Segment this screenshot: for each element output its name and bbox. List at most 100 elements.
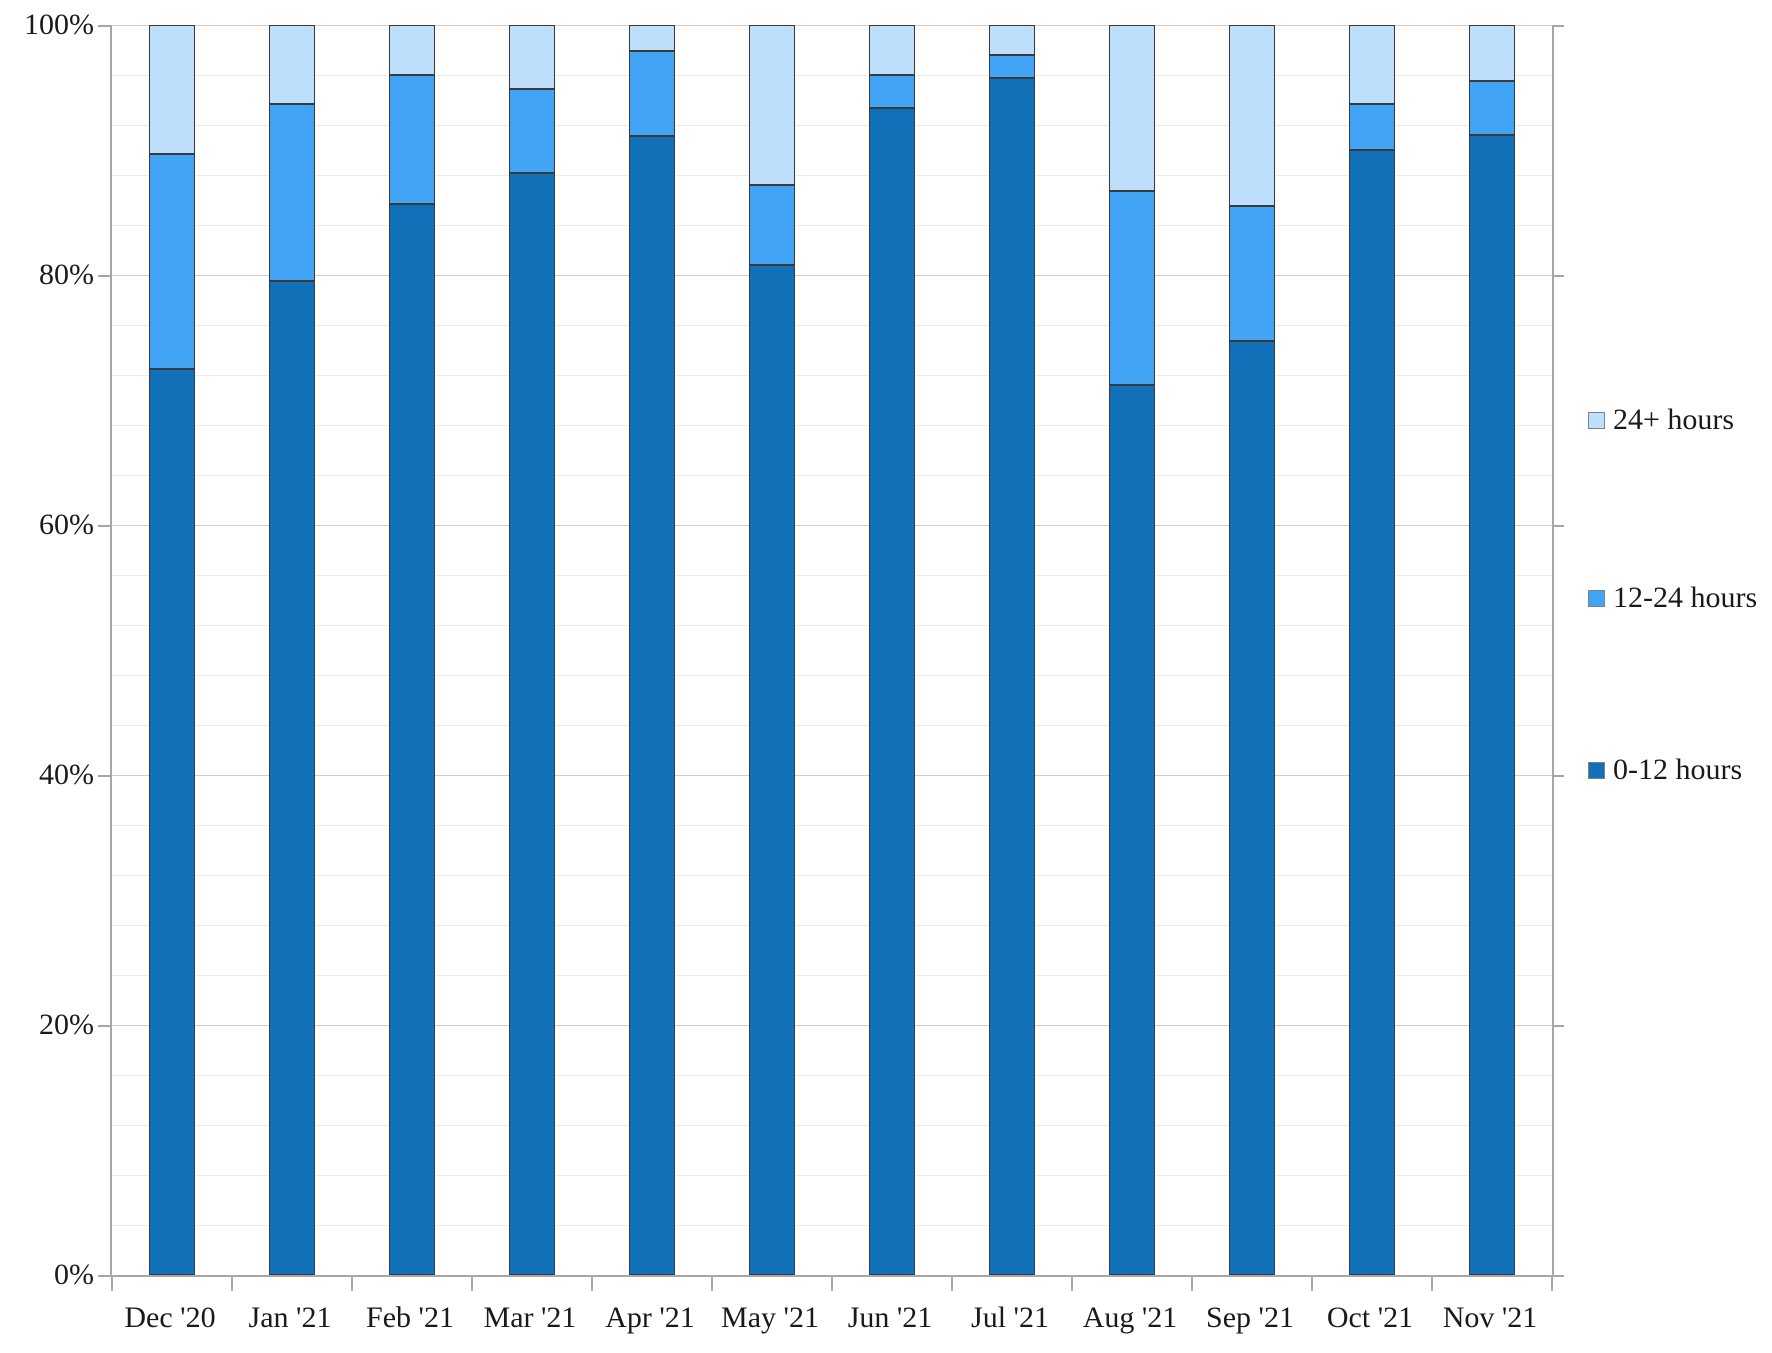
x-axis-category-label: Nov '21	[1442, 1301, 1538, 1334]
gridline-major	[112, 775, 1552, 776]
bar-segment-12-24-hours	[1109, 191, 1155, 385]
x-axis-category-label: Jun '21	[847, 1301, 933, 1334]
gridline-major	[112, 525, 1552, 526]
y-axis-tick	[98, 275, 110, 277]
x-axis-tick	[111, 1277, 113, 1291]
bar-segment-24-hours	[1469, 25, 1515, 82]
bar-segment-12-24-hours	[1469, 81, 1515, 135]
gridline-minor	[112, 575, 1552, 576]
y-axis-tick	[98, 525, 110, 527]
gridline-minor	[112, 175, 1552, 176]
bar-dec-20	[149, 25, 195, 1275]
gridline-major	[112, 25, 1552, 26]
bar-segment-0-12-hours	[1469, 135, 1515, 1275]
gridline-minor	[112, 1175, 1552, 1176]
bar-segment-12-24-hours	[869, 75, 915, 108]
y-axis-tick-right	[1554, 775, 1564, 777]
gridline-minor	[112, 75, 1552, 76]
bar-aug-21	[1109, 25, 1155, 1275]
bar-segment-24-hours	[1229, 25, 1275, 207]
x-axis-tick	[1551, 1277, 1553, 1291]
plot-area	[98, 25, 1564, 1291]
y-axis-tick-right	[1554, 1025, 1564, 1027]
x-axis-line	[100, 1275, 1554, 1277]
bar-segment-24-hours	[749, 25, 795, 185]
bar-oct-21	[1349, 25, 1395, 1275]
gridline-minor	[112, 875, 1552, 876]
y-axis-tick-right	[1554, 525, 1564, 527]
bar-segment-12-24-hours	[629, 51, 675, 137]
gridline-minor	[112, 325, 1552, 326]
y-axis-tick	[98, 775, 110, 777]
bar-segment-12-24-hours	[749, 185, 795, 265]
x-axis-tick	[1191, 1277, 1193, 1291]
x-axis-category-label: May '21	[721, 1301, 819, 1334]
x-axis-category-label: Aug '21	[1082, 1301, 1178, 1334]
y-axis-tick-label: 80%	[39, 258, 94, 291]
bar-segment-12-24-hours	[1349, 103, 1395, 150]
gridline-minor	[112, 425, 1552, 426]
bar-segment-24-hours	[149, 25, 195, 154]
gridline-minor	[112, 625, 1552, 626]
bar-segment-12-24-hours	[269, 103, 315, 282]
x-axis-tick	[231, 1277, 233, 1291]
y-axis-tick	[98, 1275, 110, 1277]
gridline-minor	[112, 1075, 1552, 1076]
x-axis-tick	[351, 1277, 353, 1291]
gridline-minor	[112, 475, 1552, 476]
bar-segment-24-hours	[1349, 25, 1395, 104]
bar-segment-0-12-hours	[989, 77, 1035, 1275]
bar-feb-21	[389, 25, 435, 1275]
legend-swatch-icon	[1588, 589, 1605, 607]
legend-label: 12-24 hours	[1613, 581, 1758, 614]
y-axis-tick-right	[1554, 275, 1564, 277]
x-axis-category-label: Mar '21	[483, 1301, 577, 1334]
bar-segment-0-12-hours	[749, 265, 795, 1275]
x-axis-category-label: Jul '21	[971, 1301, 1049, 1334]
bar-segment-12-24-hours	[1229, 206, 1275, 342]
bar-segment-24-hours	[1109, 25, 1155, 192]
bar-segment-0-12-hours	[1109, 385, 1155, 1275]
y-axis-tick-label: 40%	[39, 758, 94, 791]
x-axis-tick	[831, 1277, 833, 1291]
gridline-major	[112, 275, 1552, 276]
x-axis-tick	[1311, 1277, 1313, 1291]
legend-item: 12-24 hours	[1588, 581, 1757, 615]
x-axis-category-label: Jan '21	[248, 1301, 332, 1334]
bar-segment-24-hours	[869, 25, 915, 75]
bar-segment-0-12-hours	[149, 368, 195, 1275]
bar-segment-12-24-hours	[389, 75, 435, 204]
y-axis-tick-right	[1554, 1275, 1564, 1277]
x-axis-category-label: Apr '21	[605, 1301, 695, 1334]
y-axis-tick	[98, 1025, 110, 1027]
bar-segment-0-12-hours	[869, 107, 915, 1275]
gridline-minor	[112, 975, 1552, 976]
legend-label: 0-12 hours	[1613, 753, 1743, 786]
bar-mar-21	[509, 25, 555, 1275]
gridline-minor	[112, 675, 1552, 676]
gridline-minor	[112, 225, 1552, 226]
gridline-minor	[112, 1125, 1552, 1126]
legend-item: 0-12 hours	[1588, 753, 1742, 787]
bar-segment-12-24-hours	[149, 153, 195, 369]
x-axis-category-label: Dec '20	[124, 1301, 216, 1334]
y-axis-tick-label: 100%	[24, 8, 94, 41]
gridline-major	[112, 1025, 1552, 1026]
bar-segment-12-24-hours	[509, 88, 555, 173]
gridline-minor	[112, 825, 1552, 826]
bar-segment-24-hours	[509, 25, 555, 89]
bar-segment-24-hours	[989, 25, 1035, 55]
bar-segment-0-12-hours	[629, 136, 675, 1275]
bar-jun-21	[869, 25, 915, 1275]
y-axis-tick-right	[1554, 25, 1564, 27]
x-axis-category-label: Sep '21	[1206, 1301, 1294, 1334]
bar-sep-21	[1229, 25, 1275, 1275]
gridline-minor	[112, 1225, 1552, 1226]
bar-nov-21	[1469, 25, 1515, 1275]
legend-label: 24+ hours	[1613, 403, 1735, 436]
gridline-minor	[112, 725, 1552, 726]
legend-swatch-icon	[1588, 411, 1605, 429]
bar-segment-24-hours	[269, 25, 315, 104]
bar-jul-21	[989, 25, 1035, 1275]
